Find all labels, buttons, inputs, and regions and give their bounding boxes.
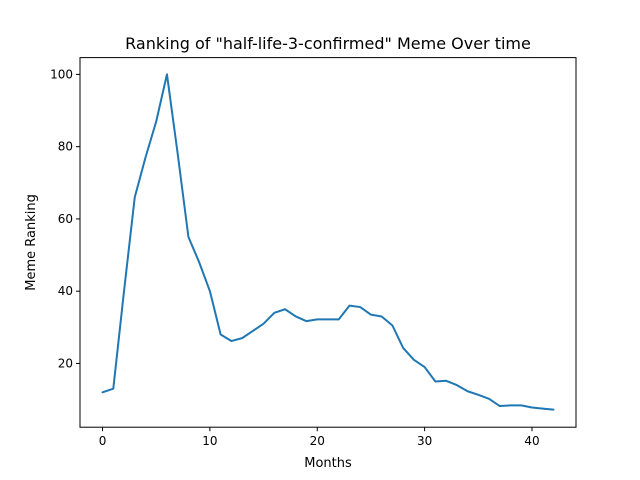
x-tick-label: 40 <box>524 434 539 448</box>
y-tick-label: 60 <box>58 212 73 226</box>
y-tick-label: 40 <box>58 284 73 298</box>
x-tick-label: 20 <box>310 434 325 448</box>
plot-area <box>101 73 555 411</box>
y-tick-label: 20 <box>58 356 73 370</box>
y-axis-label: Meme Ranking <box>24 194 39 291</box>
plot-frame <box>79 57 577 428</box>
x-tick-label: 0 <box>99 434 107 448</box>
y-tick-label: 100 <box>50 67 73 81</box>
x-axis: 0 10 20 30 40 <box>99 427 540 448</box>
series-line-0 <box>101 73 555 411</box>
chart-title: Ranking of "half-life-3-confirmed" Meme … <box>125 34 531 53</box>
x-axis-label: Months <box>304 456 352 471</box>
x-tick-label: 30 <box>417 434 432 448</box>
y-tick-label: 80 <box>58 140 73 154</box>
y-axis: 20 40 60 80 100 <box>50 67 80 370</box>
x-tick-label: 10 <box>202 434 217 448</box>
